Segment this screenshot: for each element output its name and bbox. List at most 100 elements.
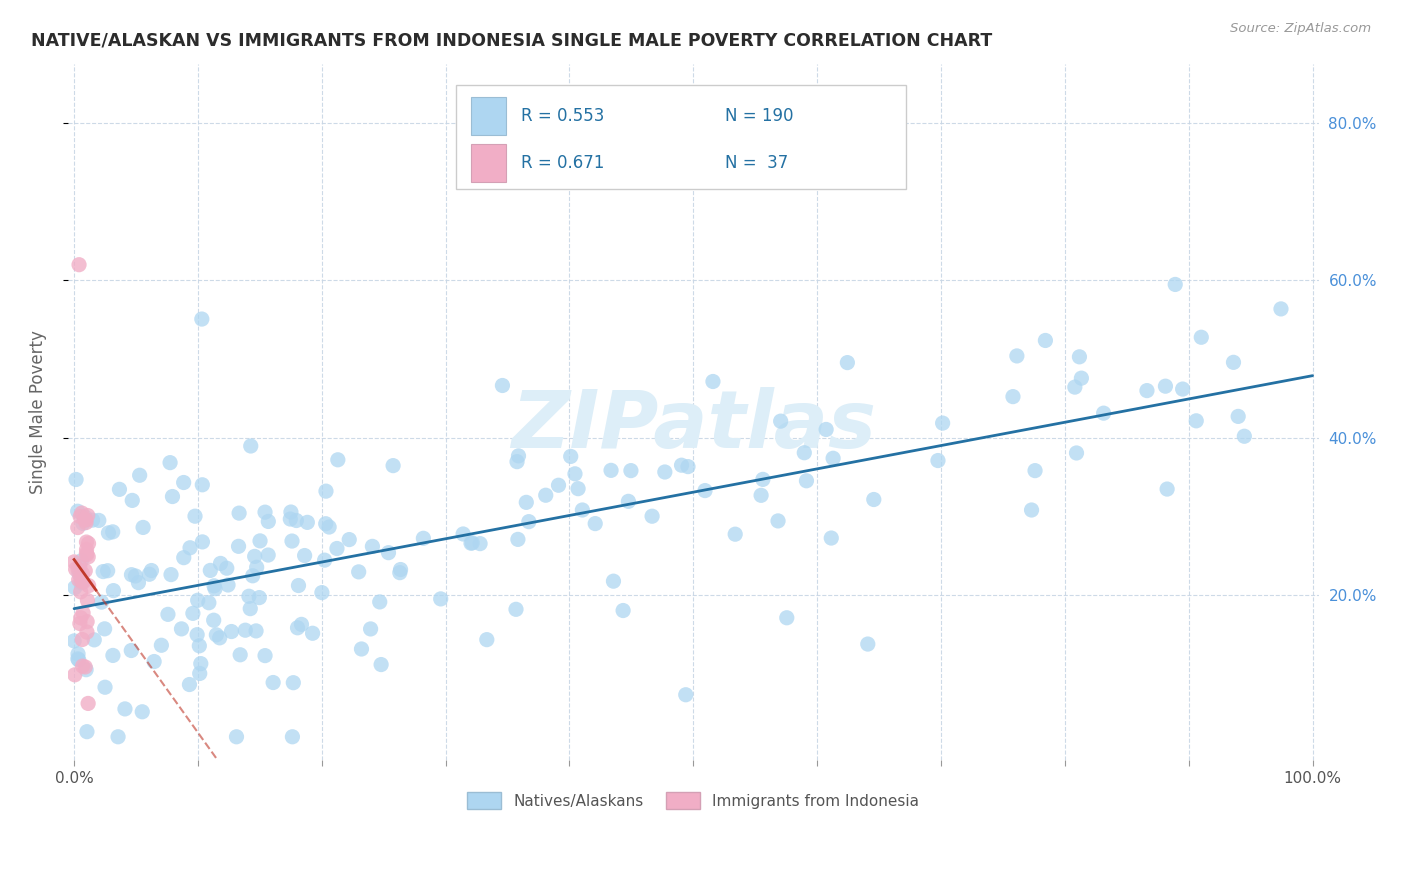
Point <box>191 535 214 549</box>
Point <box>121 493 143 508</box>
Point <box>70 506 93 520</box>
Point <box>205 628 228 642</box>
Point <box>314 553 336 567</box>
Point <box>179 677 201 691</box>
Point <box>412 531 434 545</box>
Point <box>1063 380 1085 394</box>
Point <box>294 549 316 563</box>
Point <box>654 465 676 479</box>
Point <box>221 624 243 639</box>
Point <box>600 463 623 477</box>
Point <box>97 564 120 578</box>
Point <box>796 474 818 488</box>
Point <box>769 414 792 428</box>
Point <box>257 548 280 562</box>
FancyBboxPatch shape <box>456 85 905 189</box>
Point <box>190 657 212 671</box>
Point <box>67 566 90 581</box>
Point <box>820 531 842 545</box>
Point <box>184 509 207 524</box>
Point <box>318 520 340 534</box>
Point <box>114 702 136 716</box>
Point <box>461 536 484 550</box>
Point <box>150 638 173 652</box>
Point <box>246 560 269 574</box>
Point <box>749 488 772 502</box>
Point <box>242 569 264 583</box>
Point <box>72 659 94 673</box>
Point <box>515 495 537 509</box>
Text: R = 0.553: R = 0.553 <box>520 107 605 125</box>
Point <box>243 549 266 564</box>
Point <box>475 632 498 647</box>
Point <box>87 513 110 527</box>
Point <box>75 516 97 530</box>
Point <box>347 565 370 579</box>
Text: N = 190: N = 190 <box>724 107 793 125</box>
Point <box>257 515 280 529</box>
Text: R = 0.671: R = 0.671 <box>520 154 605 172</box>
Point <box>131 705 153 719</box>
Point <box>215 561 238 575</box>
Bar <box>471 144 506 182</box>
Point <box>187 593 209 607</box>
Point <box>76 508 98 523</box>
Point <box>67 573 90 587</box>
Point <box>620 464 643 478</box>
Point <box>143 655 166 669</box>
Point <box>103 583 125 598</box>
Point <box>239 439 262 453</box>
Point <box>931 416 953 430</box>
Y-axis label: Single Male Poverty: Single Male Poverty <box>30 330 46 494</box>
Point <box>69 616 91 631</box>
Point <box>72 516 94 531</box>
Point <box>368 595 391 609</box>
Point <box>76 542 98 557</box>
Point <box>451 527 474 541</box>
Point <box>63 581 86 595</box>
Point <box>233 624 256 638</box>
Point <box>70 575 93 590</box>
Point <box>69 611 91 625</box>
Point <box>1156 482 1178 496</box>
Point <box>297 516 319 530</box>
Point <box>583 516 606 531</box>
Point <box>752 472 775 486</box>
Point <box>350 642 373 657</box>
Point <box>285 514 308 528</box>
Point <box>815 422 838 436</box>
Point <box>69 559 91 574</box>
Point <box>429 591 451 606</box>
Point <box>560 450 582 464</box>
Point <box>77 549 100 564</box>
Point <box>301 626 323 640</box>
Text: NATIVE/ALASKAN VS IMMIGRANTS FROM INDONESIA SINGLE MALE POVERTY CORRELATION CHAR: NATIVE/ALASKAN VS IMMIGRANTS FROM INDONE… <box>31 31 993 49</box>
Point <box>93 622 115 636</box>
Point <box>204 582 226 596</box>
Point <box>326 452 349 467</box>
Point <box>228 506 250 520</box>
Point <box>70 554 93 568</box>
Point <box>65 473 87 487</box>
Point <box>506 533 529 547</box>
Point <box>766 514 789 528</box>
Point <box>315 484 337 499</box>
Point <box>128 468 150 483</box>
Point <box>90 595 112 609</box>
Point <box>382 458 405 473</box>
Point <box>76 593 98 607</box>
Point <box>202 613 225 627</box>
Point <box>534 488 557 502</box>
Point <box>101 648 124 663</box>
Point <box>1171 382 1194 396</box>
Point <box>77 536 100 550</box>
Point <box>1185 414 1208 428</box>
Point <box>94 680 117 694</box>
Point <box>676 459 699 474</box>
Point <box>69 571 91 585</box>
Point <box>1270 301 1292 316</box>
Point <box>69 585 91 599</box>
Point <box>247 591 270 605</box>
Point <box>188 666 211 681</box>
Point <box>567 482 589 496</box>
